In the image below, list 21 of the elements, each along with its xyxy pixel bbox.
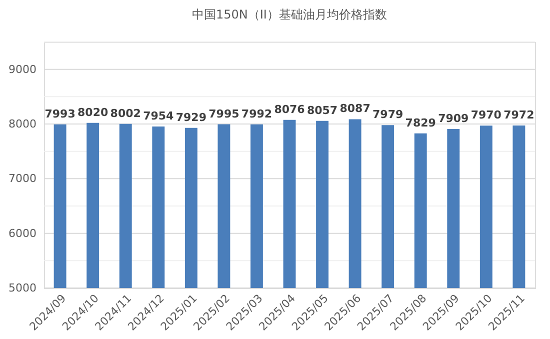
data-label: 8002: [110, 106, 141, 120]
y-tick-label: 7000: [8, 172, 36, 186]
data-label: 7995: [208, 107, 240, 120]
data-label: 8057: [306, 104, 338, 117]
data-label: 7992: [241, 107, 272, 120]
data-label: 8020: [78, 106, 108, 119]
chart-title: 中国150N（II）基础油月均价格指数: [192, 8, 387, 22]
data-label: 7954: [143, 110, 174, 123]
data-label: 7993: [44, 107, 76, 120]
data-label: 7829: [405, 116, 436, 130]
data-label: 7970: [470, 108, 502, 122]
data-label: 7929: [176, 110, 206, 124]
data-label: 7972: [504, 108, 534, 122]
data-label: 7979: [372, 108, 404, 122]
y-tick-label: 9000: [8, 62, 36, 76]
y-tick-label: 8000: [8, 118, 36, 130]
data-label: 8087: [340, 102, 370, 116]
y-tick-label: 6000: [8, 226, 36, 240]
data-label: 8076: [274, 102, 306, 116]
y-tick-label: 5000: [8, 282, 36, 294]
data-label: 7909: [438, 112, 469, 125]
